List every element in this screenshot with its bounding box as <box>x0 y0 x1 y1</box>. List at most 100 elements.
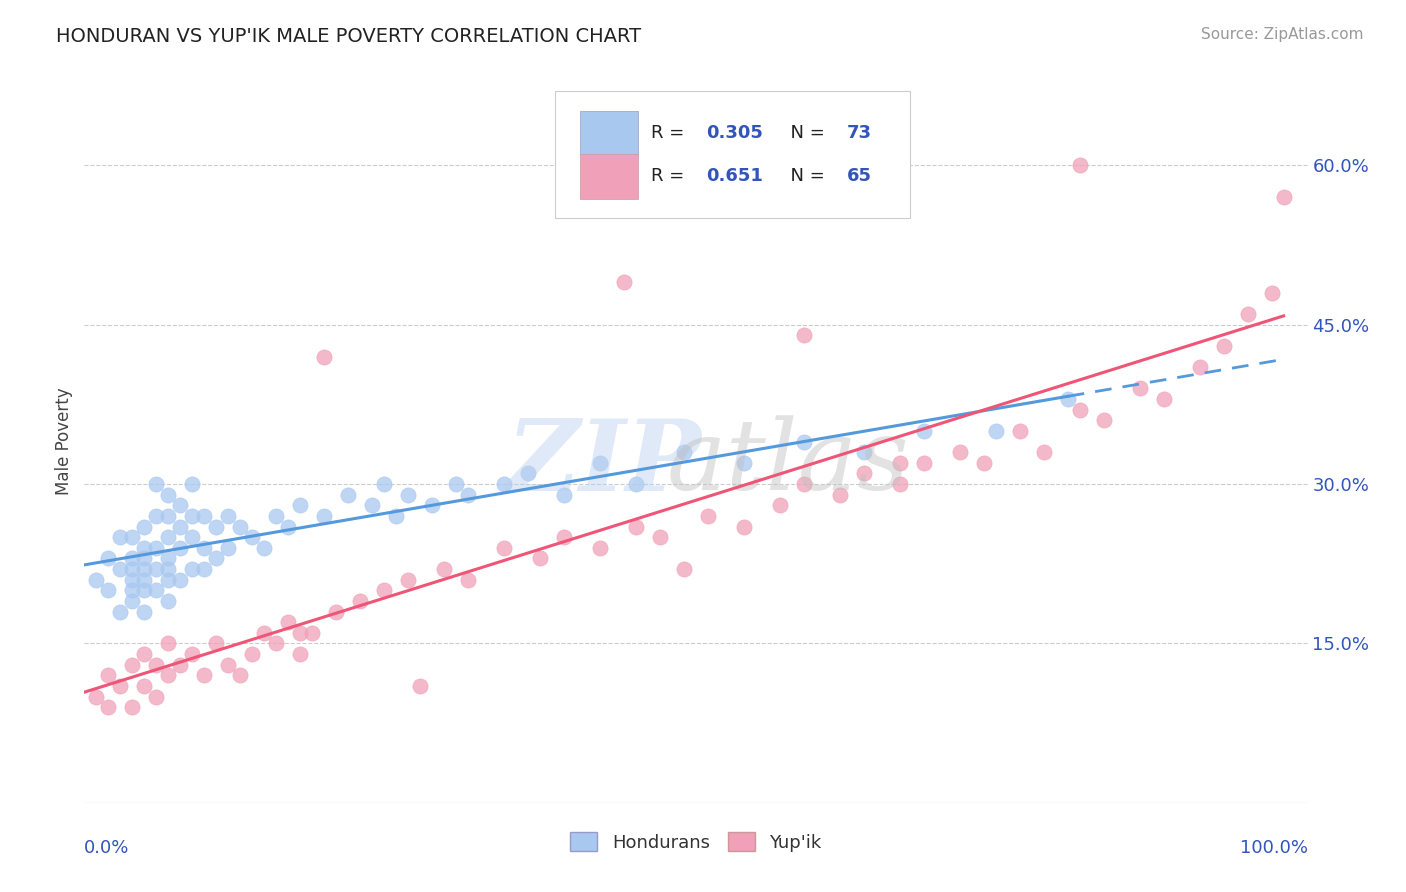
Point <box>889 456 911 470</box>
Point <box>97 700 120 714</box>
Point <box>110 562 132 576</box>
Point <box>337 488 360 502</box>
Point <box>1092 413 1115 427</box>
Point <box>290 625 312 640</box>
Text: 0.651: 0.651 <box>706 168 762 186</box>
Point <box>217 541 239 555</box>
Point <box>121 551 143 566</box>
Point <box>121 583 143 598</box>
Point <box>793 477 815 491</box>
Point <box>852 445 875 459</box>
Text: HONDURAN VS YUP'IK MALE POVERTY CORRELATION CHART: HONDURAN VS YUP'IK MALE POVERTY CORRELAT… <box>56 27 641 45</box>
Point <box>769 498 792 512</box>
Point <box>973 456 995 470</box>
Point <box>912 424 935 438</box>
Point <box>157 668 180 682</box>
Point <box>121 573 143 587</box>
Point <box>396 488 419 502</box>
Text: 65: 65 <box>846 168 872 186</box>
Point <box>193 562 215 576</box>
Point <box>121 562 143 576</box>
Point <box>229 519 252 533</box>
Point <box>181 530 204 544</box>
Text: Source: ZipAtlas.com: Source: ZipAtlas.com <box>1201 27 1364 42</box>
Point <box>145 657 167 672</box>
Point <box>314 508 336 523</box>
Point <box>494 477 516 491</box>
FancyBboxPatch shape <box>579 154 638 199</box>
Point <box>157 594 180 608</box>
Point <box>852 467 875 481</box>
Text: 100.0%: 100.0% <box>1240 838 1308 857</box>
Point <box>613 275 636 289</box>
Point <box>157 488 180 502</box>
Point <box>205 636 228 650</box>
Point <box>793 434 815 449</box>
Point <box>494 541 516 555</box>
Point <box>157 508 180 523</box>
Point <box>1153 392 1175 406</box>
Point <box>205 551 228 566</box>
Point <box>110 605 132 619</box>
Point <box>157 562 180 576</box>
Point <box>1212 339 1234 353</box>
Point <box>624 477 647 491</box>
Point <box>1056 392 1078 406</box>
Point <box>169 657 191 672</box>
Point <box>697 508 720 523</box>
Text: N =: N = <box>779 124 831 142</box>
Point <box>373 477 395 491</box>
Point <box>134 679 156 693</box>
Point <box>145 562 167 576</box>
Point <box>97 551 120 566</box>
Text: ZIP: ZIP <box>506 415 702 511</box>
Point <box>169 573 191 587</box>
Point <box>361 498 384 512</box>
Point <box>385 508 408 523</box>
Point <box>157 530 180 544</box>
Point <box>217 657 239 672</box>
Point <box>240 530 263 544</box>
Point <box>793 328 815 343</box>
Point <box>444 477 467 491</box>
Text: 0.305: 0.305 <box>706 124 762 142</box>
Point <box>624 519 647 533</box>
Text: 73: 73 <box>846 124 872 142</box>
Point <box>1129 381 1152 395</box>
Point <box>396 573 419 587</box>
Point <box>121 530 143 544</box>
Point <box>134 605 156 619</box>
Point <box>672 562 695 576</box>
Point <box>409 679 432 693</box>
Point <box>277 615 299 630</box>
Point <box>349 594 371 608</box>
Point <box>672 445 695 459</box>
FancyBboxPatch shape <box>555 91 910 218</box>
Point <box>169 541 191 555</box>
Point <box>589 456 612 470</box>
Point <box>121 594 143 608</box>
Point <box>134 647 156 661</box>
Text: atlas: atlas <box>666 416 910 511</box>
Point <box>240 647 263 661</box>
Point <box>517 467 540 481</box>
Point <box>193 668 215 682</box>
Point <box>181 647 204 661</box>
Point <box>1008 424 1031 438</box>
Point <box>110 679 132 693</box>
Point <box>373 583 395 598</box>
Point <box>181 477 204 491</box>
Legend: Hondurans, Yup'ik: Hondurans, Yup'ik <box>562 825 830 859</box>
Text: R =: R = <box>651 124 690 142</box>
Point <box>1188 360 1211 375</box>
FancyBboxPatch shape <box>579 111 638 155</box>
Point <box>290 498 312 512</box>
Point <box>889 477 911 491</box>
Point <box>145 690 167 704</box>
Point <box>420 498 443 512</box>
Point <box>193 508 215 523</box>
Point <box>457 488 479 502</box>
Point <box>157 636 180 650</box>
Point <box>277 519 299 533</box>
Point <box>589 541 612 555</box>
